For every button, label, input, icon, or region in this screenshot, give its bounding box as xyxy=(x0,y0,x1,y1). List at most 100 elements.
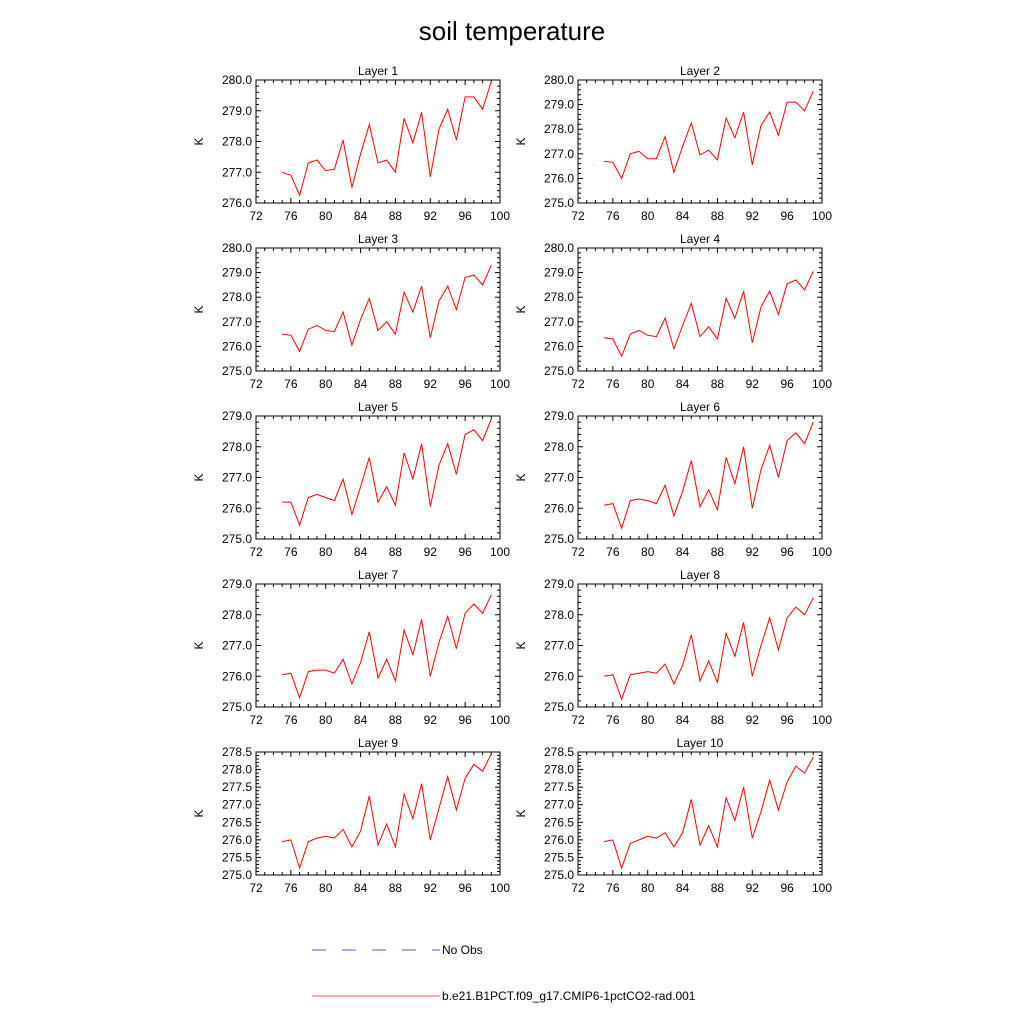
series-line xyxy=(282,594,492,700)
y-tick-label: 276.0 xyxy=(222,339,252,353)
series-line xyxy=(281,81,492,197)
y-tick-label: 279.0 xyxy=(222,409,252,423)
y-tick-label: 280.0 xyxy=(544,241,574,255)
x-tick-label: 80 xyxy=(319,881,333,895)
series-line xyxy=(604,597,814,701)
y-tick-label: 276.0 xyxy=(544,833,574,847)
x-tick-label: 100 xyxy=(490,713,510,727)
x-tick-label: 96 xyxy=(458,713,472,727)
x-tick-label: 72 xyxy=(249,545,263,559)
x-tick-label: 72 xyxy=(249,713,263,727)
panel-layer-5: Layer 5 K 275.0 276.0 277.0 278.0 279.0 72 76 80 8… xyxy=(192,400,510,559)
y-tick-label: 276.5 xyxy=(544,815,574,829)
y-tick-label: 278.0 xyxy=(222,290,252,304)
x-tick-label: 72 xyxy=(249,209,263,223)
x-tick-label: 96 xyxy=(780,713,794,727)
x-tick-label: 96 xyxy=(458,377,472,391)
x-tick-label: 92 xyxy=(424,377,438,391)
y-tick-label: 280.0 xyxy=(544,73,574,87)
y-tick-label: 278.5 xyxy=(544,745,574,759)
panel-layer-7: Layer 7 K 275.0 276.0 277.0 278.0 279.0 72 76 80 8… xyxy=(192,568,510,727)
y-tick-label: 275.0 xyxy=(544,196,574,210)
y-tick-label: 276.0 xyxy=(544,171,574,185)
y-tick-label: 277.0 xyxy=(222,165,252,179)
y-tick-label: 275.0 xyxy=(222,532,252,546)
series-line xyxy=(282,264,492,353)
y-tick-label: 276.0 xyxy=(222,196,252,210)
panel-layer-9: Layer 9 K 275.0 275.5 276.0 276.5 277.0 277.5 27… xyxy=(192,736,510,895)
x-tick-label: 72 xyxy=(249,881,263,895)
x-tick-label: 76 xyxy=(606,209,620,223)
y-tick-label: 279.0 xyxy=(544,266,574,280)
y-axis-label: K xyxy=(514,305,528,313)
panel-title: Layer 3 xyxy=(358,232,398,246)
x-tick-label: 72 xyxy=(571,881,585,895)
x-tick-label: 88 xyxy=(389,377,403,391)
x-tick-label: 84 xyxy=(676,209,690,223)
y-tick-label: 277.0 xyxy=(544,798,574,812)
x-tick-label: 100 xyxy=(490,209,510,223)
x-tick-label: 96 xyxy=(780,545,794,559)
panels-grid: Layer 1 K 276.0 277.0 278.0 279.0 280.0 72 76 80 8… xyxy=(192,64,832,895)
x-tick-label: 76 xyxy=(606,713,620,727)
plot-frame xyxy=(255,751,501,876)
y-tick-label: 275.5 xyxy=(544,850,574,864)
x-tick-label: 100 xyxy=(812,209,832,223)
series-line xyxy=(282,418,492,527)
legend-label-no-obs: No Obs xyxy=(442,943,483,957)
x-tick-label: 88 xyxy=(711,881,725,895)
x-tick-label: 100 xyxy=(812,881,832,895)
y-tick-label: 278.5 xyxy=(222,745,252,759)
y-tick-label: 278.0 xyxy=(544,608,574,622)
y-tick-label: 277.5 xyxy=(222,780,252,794)
plot-frame xyxy=(577,415,823,540)
y-axis-label: K xyxy=(192,137,206,145)
x-tick-label: 92 xyxy=(424,713,438,727)
x-tick-label: 88 xyxy=(711,209,725,223)
y-tick-label: 275.0 xyxy=(222,700,252,714)
x-tick-label: 100 xyxy=(490,377,510,391)
x-tick-label: 100 xyxy=(812,713,832,727)
y-tick-label: 275.0 xyxy=(544,700,574,714)
x-tick-label: 96 xyxy=(458,545,472,559)
x-tick-label: 92 xyxy=(424,545,438,559)
y-tick-label: 280.0 xyxy=(222,73,252,87)
x-tick-label: 80 xyxy=(641,881,655,895)
legend: No Obs b.e21.B1PCT.f09_g17.CMIP6-1pctCO2… xyxy=(312,943,696,1003)
x-tick-label: 72 xyxy=(571,377,585,391)
y-tick-label: 278.0 xyxy=(544,290,574,304)
x-tick-label: 84 xyxy=(354,209,368,223)
y-tick-label: 278.0 xyxy=(544,122,574,136)
y-tick-label: 279.0 xyxy=(222,266,252,280)
x-tick-label: 88 xyxy=(711,377,725,391)
panel-title: Layer 5 xyxy=(358,400,398,414)
x-tick-label: 84 xyxy=(354,545,368,559)
y-tick-label: 275.0 xyxy=(222,364,252,378)
y-axis-label: K xyxy=(192,809,206,817)
panel-title: Layer 9 xyxy=(358,736,398,750)
x-tick-label: 96 xyxy=(780,377,794,391)
panel-layer-4: Layer 4 K 275.0 276.0 277.0 278.0 279.0 280.0 72… xyxy=(514,232,832,391)
panel-layer-6: Layer 6 K 275.0 276.0 277.0 278.0 279.0 72 76 80 8… xyxy=(514,400,832,559)
x-tick-label: 76 xyxy=(284,545,298,559)
series-line xyxy=(604,421,814,530)
series-line xyxy=(604,757,814,870)
y-tick-label: 280.0 xyxy=(222,241,252,255)
x-tick-label: 88 xyxy=(389,209,403,223)
x-tick-label: 92 xyxy=(424,209,438,223)
panel-title: Layer 4 xyxy=(680,232,720,246)
y-tick-label: 277.0 xyxy=(222,471,252,485)
x-tick-label: 84 xyxy=(354,377,368,391)
x-tick-label: 92 xyxy=(746,881,760,895)
y-tick-label: 276.0 xyxy=(544,339,574,353)
y-tick-label: 277.0 xyxy=(222,639,252,653)
y-tick-label: 278.0 xyxy=(544,440,574,454)
x-tick-label: 96 xyxy=(458,881,472,895)
y-tick-label: 279.0 xyxy=(544,577,574,591)
y-tick-label: 277.0 xyxy=(544,639,574,653)
x-tick-label: 72 xyxy=(571,209,585,223)
x-tick-label: 92 xyxy=(746,377,760,391)
x-tick-label: 80 xyxy=(641,377,655,391)
plot-frame xyxy=(255,415,501,540)
